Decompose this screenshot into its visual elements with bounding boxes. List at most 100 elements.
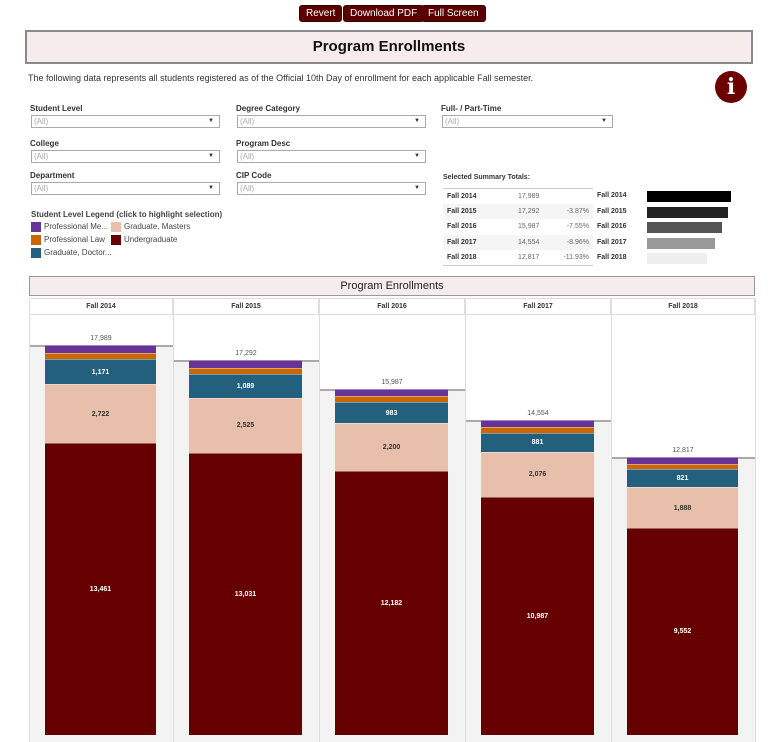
summary-bar: [647, 191, 731, 202]
column-divider: [173, 298, 174, 742]
total-label: 12,817: [672, 447, 694, 455]
chevron-down-icon: ▼: [208, 153, 214, 159]
summary-title: Selected Summary Totals:: [443, 174, 531, 181]
bar-segment-undergraduate[interactable]: 13,031: [189, 452, 302, 735]
legend-swatch: [31, 248, 41, 258]
bar-segment-graduate-masters[interactable]: 1,888: [627, 487, 738, 528]
column-divider: [755, 298, 756, 742]
summary-change: -8.96%: [566, 238, 589, 246]
summary-change: -11.93%: [563, 254, 589, 261]
bar-segment-professional-law[interactable]: [627, 463, 738, 470]
filter-label: Full- / Part-Time: [441, 104, 502, 113]
chart-title: Program Enrollments: [29, 276, 755, 296]
summary-term: Fall 2017: [447, 238, 477, 246]
filter-value: (All): [445, 117, 460, 126]
filter-dropdown[interactable]: (All) ▼: [237, 182, 426, 195]
bar-segment-graduate-masters[interactable]: 2,200: [335, 423, 448, 471]
filter-dropdown[interactable]: (All) ▼: [237, 115, 426, 128]
bar-segment-professional-medicine[interactable]: [481, 419, 594, 427]
filter-label: CIP Code: [236, 171, 272, 180]
bar-segment-professional-medicine[interactable]: [627, 457, 738, 464]
bar-segment-professional-medicine[interactable]: [189, 360, 302, 369]
bar-segment-graduate-doctoral[interactable]: 983: [335, 402, 448, 424]
bar-segment-graduate-masters[interactable]: 2,525: [189, 397, 302, 453]
bar-segment-professional-law[interactable]: [335, 395, 448, 403]
column-header: Fall 2014: [29, 298, 173, 315]
chevron-down-icon: ▼: [414, 118, 420, 124]
filter-dropdown[interactable]: (All) ▼: [237, 150, 426, 163]
summary-row: Fall 2016 15,987 -7.55%: [443, 219, 593, 235]
legend-item[interactable]: Graduate, Masters: [111, 222, 190, 232]
bar-segment-graduate-doctoral[interactable]: 1,171: [45, 358, 156, 385]
column-divider: [29, 298, 30, 742]
chevron-down-icon: ▼: [208, 185, 214, 191]
legend-label: Undergraduate: [124, 235, 178, 245]
bar-segment-professional-medicine[interactable]: [335, 388, 448, 396]
chevron-down-icon: ▼: [414, 185, 420, 191]
legend-item[interactable]: Undergraduate: [111, 235, 177, 245]
summary-row: Fall 2015 17,292 -3.87%: [443, 203, 593, 220]
summary-bar: [647, 237, 715, 249]
summary-total: 15,987: [518, 223, 540, 230]
summary-bar-label: Fall 2018: [597, 254, 627, 261]
legend-item[interactable]: Professional Me...: [31, 222, 108, 232]
legend-label: Professional Law: [44, 235, 105, 245]
legend-item[interactable]: Professional Law: [31, 235, 105, 245]
legend-title: Student Level Legend (click to highlight…: [31, 210, 223, 219]
summary-term: Fall 2014: [447, 193, 477, 200]
filter-dropdown[interactable]: (All) ▼: [31, 115, 220, 128]
filter-dropdown[interactable]: (All) ▼: [442, 115, 613, 128]
chevron-down-icon: ▼: [208, 118, 214, 124]
column-header: Fall 2015: [173, 298, 319, 315]
bar-segment-professional-law[interactable]: [45, 353, 156, 359]
filter-dropdown[interactable]: (All) ▼: [31, 150, 220, 163]
legend-swatch: [31, 235, 41, 245]
column-divider: [319, 298, 320, 742]
legend-label: Graduate, Doctor...: [44, 248, 112, 258]
bar-segment-professional-medicine[interactable]: [45, 345, 156, 354]
legend-swatch: [31, 222, 41, 232]
full-screen-button[interactable]: Full Screen: [421, 5, 486, 22]
bar-segment-undergraduate[interactable]: 9,552: [627, 528, 738, 735]
total-label: 14,554: [527, 409, 549, 417]
summary-bar-label: Fall 2014: [597, 192, 627, 199]
revert-button[interactable]: Revert: [299, 5, 343, 22]
bar-segment-professional-law[interactable]: [189, 368, 302, 375]
chevron-down-icon: ▼: [414, 153, 420, 159]
summary-total: 17,292: [518, 207, 540, 215]
summary-term: Fall 2016: [447, 223, 477, 230]
total-label: 17,989: [90, 335, 112, 343]
summary-bar-label: Fall 2017: [597, 238, 627, 246]
summary-bar-label: Fall 2016: [597, 223, 627, 230]
chevron-down-icon: ▼: [601, 118, 607, 124]
filter-value: (All): [34, 184, 49, 193]
legend-swatch: [111, 222, 121, 232]
legend-item[interactable]: Graduate, Doctor...: [31, 248, 112, 258]
legend-label: Professional Me...: [44, 222, 109, 232]
bar-segment-graduate-doctoral[interactable]: 1,089: [189, 374, 302, 398]
summary-term: Fall 2015: [447, 207, 477, 215]
legend-swatch: [111, 235, 121, 245]
bar-segment-graduate-masters[interactable]: 2,722: [45, 384, 156, 444]
bar-segment-professional-law[interactable]: [481, 426, 594, 433]
filter-value: (All): [240, 117, 255, 126]
bar-segment-undergraduate[interactable]: 12,182: [335, 471, 448, 735]
page-title: Program Enrollments: [25, 30, 753, 64]
filter-label: Department: [30, 171, 75, 180]
column-divider: [611, 298, 612, 742]
legend-label: Graduate, Masters: [124, 222, 191, 232]
total-label: 15,987: [381, 378, 403, 386]
filter-value: (All): [34, 152, 49, 161]
info-icon[interactable]: i: [715, 71, 747, 103]
bar-segment-graduate-masters[interactable]: 2,076: [481, 451, 594, 497]
bar-segment-graduate-doctoral[interactable]: 821: [627, 469, 738, 488]
filter-dropdown[interactable]: (All) ▼: [31, 182, 220, 195]
bar-segment-undergraduate[interactable]: 10,987: [481, 496, 594, 735]
summary-bar: [647, 222, 722, 233]
download-pdf-button[interactable]: Download PDF: [343, 5, 425, 22]
column-header: Fall 2017: [465, 298, 611, 315]
summary-total: 17,989: [518, 193, 540, 200]
bar-segment-undergraduate[interactable]: 13,461: [45, 443, 156, 735]
bar-segment-graduate-doctoral[interactable]: 881: [481, 432, 594, 452]
summary-change: -7.55%: [566, 223, 589, 230]
